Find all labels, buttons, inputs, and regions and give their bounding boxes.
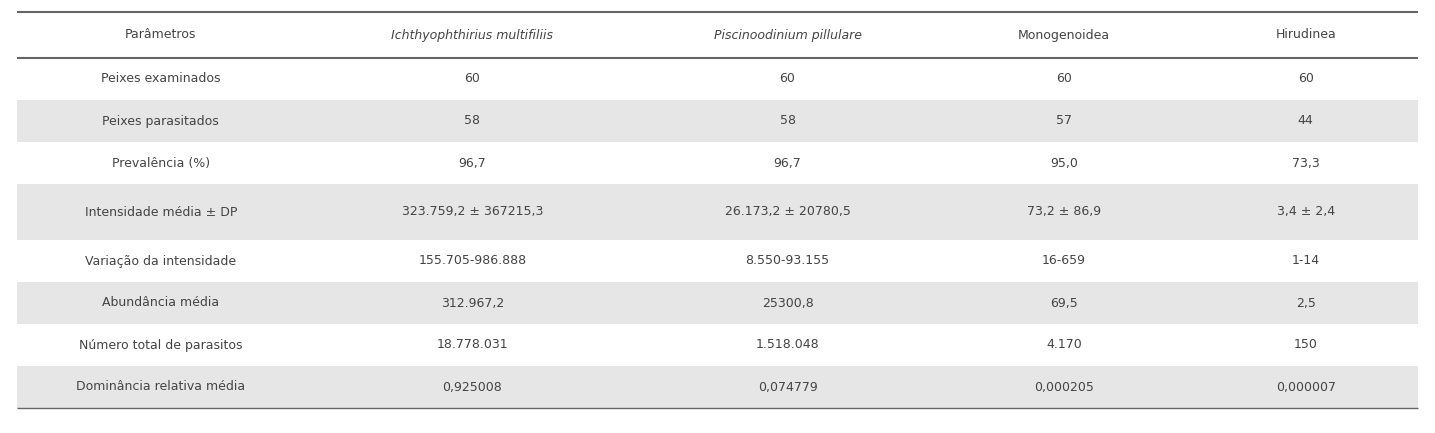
Text: 60: 60 [1056, 72, 1072, 85]
Text: Variação da intensidade: Variação da intensidade [85, 255, 237, 268]
Text: 312.967,2: 312.967,2 [441, 297, 504, 310]
Text: 4.170: 4.170 [1046, 339, 1082, 352]
Text: Dominância relativa média: Dominância relativa média [76, 381, 245, 394]
Text: Ichthyophthirius multifiliis: Ichthyophthirius multifiliis [392, 29, 554, 42]
Text: Peixes parasitados: Peixes parasitados [102, 114, 220, 127]
Text: 96,7: 96,7 [773, 156, 801, 169]
Text: 3,4 ± 2,4: 3,4 ± 2,4 [1277, 206, 1335, 219]
Text: 58: 58 [465, 114, 481, 127]
Text: 58: 58 [779, 114, 795, 127]
Text: 0,000205: 0,000205 [1035, 381, 1093, 394]
Text: 16-659: 16-659 [1042, 255, 1086, 268]
Text: Hirudinea: Hirudinea [1276, 29, 1336, 42]
Text: 0,925008: 0,925008 [442, 381, 502, 394]
Text: 69,5: 69,5 [1050, 297, 1078, 310]
Text: 44: 44 [1297, 114, 1313, 127]
Text: Abundância média: Abundância média [102, 297, 220, 310]
Bar [17, 184, 1418, 240]
Text: 18.778.031: 18.778.031 [436, 339, 508, 352]
Text: Prevalência (%): Prevalência (%) [112, 156, 210, 169]
Text: 57: 57 [1056, 114, 1072, 127]
Text: 96,7: 96,7 [459, 156, 486, 169]
Text: 0,000007: 0,000007 [1276, 381, 1336, 394]
Text: 60: 60 [779, 72, 795, 85]
Text: 60: 60 [1297, 72, 1313, 85]
Text: Peixes examinados: Peixes examinados [100, 72, 221, 85]
Text: 155.705-986.888: 155.705-986.888 [419, 255, 527, 268]
Text: Monogenoidea: Monogenoidea [1017, 29, 1111, 42]
Text: 0,074779: 0,074779 [758, 381, 818, 394]
Text: 2,5: 2,5 [1296, 297, 1316, 310]
Bar [17, 282, 1418, 324]
Text: 73,3: 73,3 [1292, 156, 1320, 169]
Text: 25300,8: 25300,8 [762, 297, 814, 310]
Text: 150: 150 [1294, 339, 1317, 352]
Text: 73,2 ± 86,9: 73,2 ± 86,9 [1027, 206, 1101, 219]
Text: 26.173,2 ± 20780,5: 26.173,2 ± 20780,5 [725, 206, 851, 219]
Text: 323.759,2 ± 367215,3: 323.759,2 ± 367215,3 [402, 206, 542, 219]
Text: 1.518.048: 1.518.048 [756, 339, 819, 352]
Text: Intensidade média ± DP: Intensidade média ± DP [85, 206, 237, 219]
Bar [17, 100, 1418, 142]
Text: 1-14: 1-14 [1292, 255, 1320, 268]
Text: 95,0: 95,0 [1050, 156, 1078, 169]
Text: Parâmetros: Parâmetros [125, 29, 197, 42]
Text: 60: 60 [465, 72, 481, 85]
Text: Piscinoodinium pillulare: Piscinoodinium pillulare [713, 29, 861, 42]
Text: Número total de parasitos: Número total de parasitos [79, 339, 243, 352]
Bar [17, 366, 1418, 408]
Text: 8.550-93.155: 8.550-93.155 [745, 255, 829, 268]
